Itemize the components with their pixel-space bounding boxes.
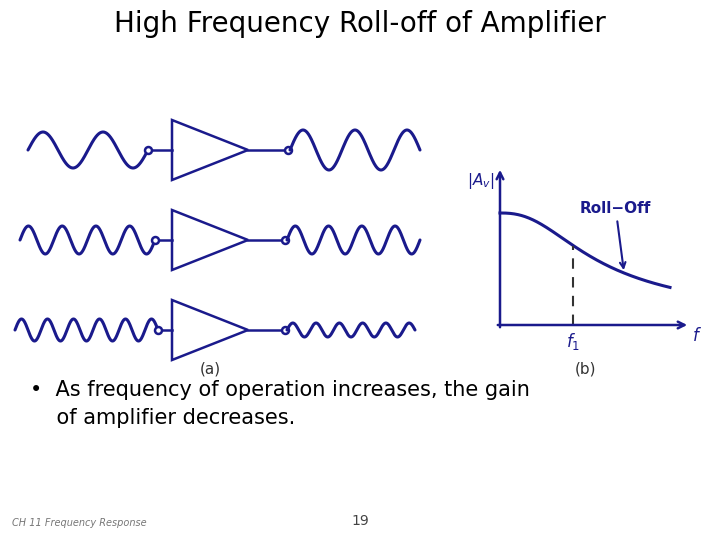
Text: $f_1$: $f_1$ [566,331,580,352]
Text: (a): (a) [199,362,220,377]
Text: (b): (b) [575,362,595,377]
Text: $|A_v|$: $|A_v|$ [467,171,494,191]
Text: CH 11 Frequency Response: CH 11 Frequency Response [12,518,147,528]
Text: $f$: $f$ [692,327,702,345]
Text: High Frequency Roll-off of Amplifier: High Frequency Roll-off of Amplifier [114,10,606,38]
Text: •  As frequency of operation increases, the gain: • As frequency of operation increases, t… [30,380,530,400]
Text: 19: 19 [351,514,369,528]
Text: Roll−Off: Roll−Off [580,201,652,268]
Text: of amplifier decreases.: of amplifier decreases. [30,408,295,428]
